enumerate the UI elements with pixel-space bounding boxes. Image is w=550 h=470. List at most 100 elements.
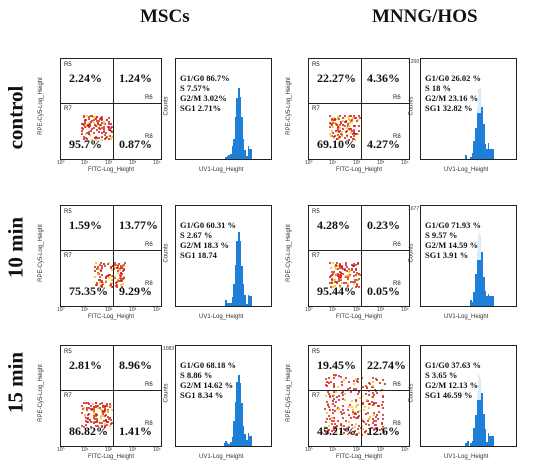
scatter-dot <box>92 405 95 408</box>
scatter-dot <box>94 424 97 427</box>
scatter-dot <box>97 268 100 271</box>
histogram-bar <box>250 149 253 159</box>
scatter-y-axis-label: RPE-Cy5-Log_Height <box>285 77 292 135</box>
scatter-dot <box>358 424 361 427</box>
scatter-dot <box>120 264 123 267</box>
scatter-dot <box>345 270 348 273</box>
scatter-dot <box>327 376 330 379</box>
cell-cycle-stats: G1/G0 60.31 % S 2.67 % G2/M 18.3 % SG1 18.7… <box>180 220 236 260</box>
scatter-dot <box>110 285 113 288</box>
scatter-x-tick: 10⁰ <box>305 160 313 166</box>
scatter-dot <box>344 428 347 431</box>
scatter-dot <box>110 278 113 281</box>
scatter-dot <box>327 431 330 434</box>
scatter-dot <box>342 417 345 420</box>
quadrant-line-vertical <box>361 206 362 306</box>
scatter-dot <box>327 402 330 405</box>
scatter-dot <box>348 138 351 141</box>
scatter-dot <box>87 403 90 406</box>
scatter-dot <box>377 404 380 407</box>
scatter-dot <box>113 275 116 278</box>
scatter-dot <box>363 431 366 434</box>
histogram-bar <box>481 251 483 306</box>
histogram-bar <box>492 296 495 306</box>
scatter-dot <box>338 286 341 289</box>
histogram-bar <box>470 300 472 306</box>
scatter-dot <box>121 280 124 283</box>
histogram-bar <box>241 402 243 446</box>
scatter-dot <box>347 409 350 412</box>
scatter-dot <box>350 130 353 133</box>
histogram-bar <box>465 155 467 159</box>
scatter-x-tick: 10³ <box>377 307 385 313</box>
scatter-dot <box>91 128 94 131</box>
scatter-dot <box>330 274 333 277</box>
histogram-bar <box>225 157 227 159</box>
scatter-dot <box>357 410 360 413</box>
scatter-dot <box>113 261 116 264</box>
scatter-dot <box>92 402 95 405</box>
scatter-dot <box>344 274 347 277</box>
scatter-dot <box>331 135 334 138</box>
scatter-dot <box>81 133 84 136</box>
histogram-bar <box>487 433 490 446</box>
scatter-dot <box>103 404 106 407</box>
scatter-dot <box>99 406 102 409</box>
cell-cycle-stat-line: SG1 18.74 <box>180 250 217 260</box>
scatter-dot <box>355 422 358 425</box>
scatter-dot <box>341 117 344 120</box>
scatter-dot <box>114 266 117 269</box>
scatter-dot <box>349 121 352 124</box>
histogram-bar <box>233 284 235 306</box>
scatter-dot <box>96 425 99 428</box>
scatter-dot <box>350 268 353 271</box>
scatter-dot <box>108 283 111 286</box>
scatter-dot <box>357 286 360 289</box>
scatter-dot <box>355 379 358 382</box>
scatter-dot <box>96 420 99 423</box>
scatter-dot <box>83 119 86 122</box>
scatter-dot <box>81 412 84 415</box>
histogram-bar <box>473 428 475 446</box>
quadrant-lower-right-percent: 0.05% <box>367 284 400 298</box>
scatter-dot <box>120 267 123 270</box>
scatter-dot <box>333 265 336 268</box>
scatter-dot <box>335 427 338 430</box>
scatter-dot <box>336 272 339 275</box>
scatter-dot <box>114 281 117 284</box>
scatter-x-tick: 10¹ <box>329 160 337 166</box>
scatter-dot <box>121 285 124 288</box>
quadrant-lower-right-percent: 4.27% <box>367 137 400 151</box>
quadrant-lower-left-percent: 75.35% <box>69 284 108 298</box>
region-label-r7: R7 <box>312 393 320 399</box>
histogram-y-axis-label: Counts <box>163 383 170 403</box>
region-label-r8: R8 <box>393 134 401 140</box>
scatter-dot <box>88 131 91 134</box>
scatter-dot <box>114 264 117 267</box>
scatter-dot <box>355 416 358 419</box>
scatter-dot <box>93 126 96 129</box>
scatter-dot <box>375 379 378 382</box>
scatter-dot <box>375 427 378 430</box>
scatter-dot <box>95 282 98 284</box>
scatter-dot <box>357 428 360 431</box>
quadrant-upper-left-percent: 22.27% <box>317 71 356 85</box>
scatter-dot <box>344 269 347 272</box>
scatter-dot <box>87 132 90 135</box>
scatter-dot <box>333 135 335 138</box>
scatter-dot <box>348 431 351 434</box>
scatter-dot <box>341 390 344 393</box>
scatter-dot <box>324 425 327 428</box>
scatter-dot <box>91 421 94 424</box>
scatter-dot <box>328 382 331 385</box>
scatter-dot <box>335 261 338 264</box>
scatter-dot <box>355 378 358 381</box>
scatter-dot <box>122 263 125 266</box>
histogram-bar <box>225 441 227 446</box>
scatter-dot <box>335 130 338 132</box>
scatter-dot <box>351 399 354 402</box>
scatter-dot <box>379 382 382 385</box>
histogram-y-axis-label: Counts <box>408 383 415 403</box>
histogram-bar <box>479 87 482 159</box>
scatter-dot <box>353 280 356 283</box>
